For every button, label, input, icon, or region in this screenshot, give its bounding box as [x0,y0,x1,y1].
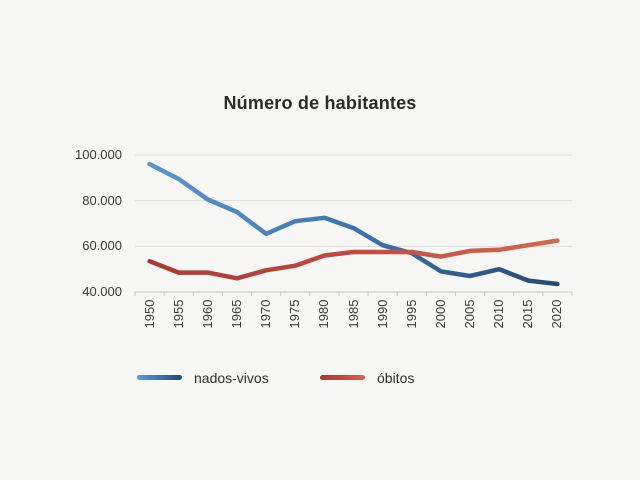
x-axis-label: 1995 [403,299,419,329]
y-axis-label: 40.000 [82,284,122,299]
series-line-bitos [147,238,560,281]
x-axis-label: 1950 [141,299,157,329]
legend-item-obitos: óbitos [320,369,414,386]
chart-title: Número de habitantes [223,93,417,113]
x-axis-label: 1985 [345,299,361,329]
x-axis-label: 2000 [432,299,448,329]
x-axis-label: 1975 [287,299,303,329]
y-axis-label: 60.000 [82,238,122,254]
x-axis-label: 1965 [228,299,244,329]
x-axis-label: 1980 [316,299,332,329]
x-axis-label: 1960 [199,299,215,329]
legend-label-obitos: óbitos [377,369,415,386]
x-axis-label: 2020 [549,299,565,329]
series-line-nados-vivos [147,161,560,287]
x-axis-label: 2005 [462,299,478,329]
legend-item-nados-vivos: nados-vivos [137,369,269,386]
legend-swatch-nados-vivos [137,375,182,380]
y-axis-label: 80.000 [82,192,122,208]
x-axis-label: 1990 [374,299,390,329]
x-axis-label: 2010 [491,299,507,329]
y-axis-label: 100.000 [75,147,122,162]
legend-swatch-obitos [320,375,365,380]
x-axis-label: 1955 [170,299,186,329]
x-axis-label: 1970 [258,299,274,329]
x-axis-label: 2015 [520,299,536,329]
legend-label-nados-vivos: nados-vivos [194,369,269,386]
